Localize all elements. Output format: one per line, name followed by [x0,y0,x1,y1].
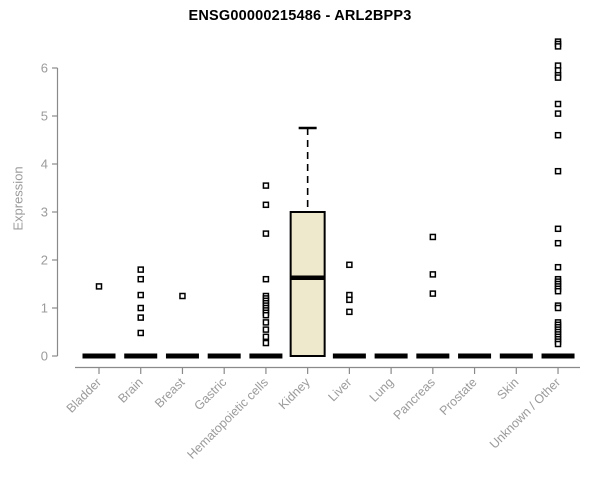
outlier-point-hematopoietic-cells [262,326,270,333]
y-tick-label-4: 4 [41,157,48,172]
chart-title: ENSG00000215486 - ARL2BPP3 [188,8,412,24]
zero-box-skin [499,353,533,359]
outlier-point-hematopoietic-cells [262,182,270,189]
y-tick-label-0: 0 [41,349,48,364]
zero-box-liver [332,353,366,359]
x-tick-label-prostate: Prostate [437,375,480,418]
x-tick-label-gastric: Gastric [191,375,229,413]
outlier-point-unknown-other [554,167,562,175]
box-kidney [289,211,326,357]
outlier-point-hematopoietic-cells [262,333,270,341]
outlier-point-unknown-other [554,131,562,139]
outlier-point-brain [137,266,144,273]
x-tick-label-skin: Skin [494,375,521,402]
y-tick-label-1: 1 [41,301,48,316]
outlier-point-unknown-other [554,110,562,117]
x-tick-label-liver: Liver [325,375,354,404]
zero-box-brain [124,353,158,359]
zero-box-pancreas [416,353,450,359]
x-tick-label-kidney: Kidney [276,375,313,412]
zero-box-breast [165,353,199,359]
x-tick-label-brain: Brain [115,375,146,406]
outlier-point-unknown-other [554,239,562,247]
zero-box-prostate [458,353,492,359]
x-tick-label-unknown-other: Unknown / Other [487,375,563,451]
y-tick-label-5: 5 [41,109,48,124]
outlier-point-liver [346,308,353,316]
outlier-point-liver [346,296,353,304]
outlier-point-breast [179,292,186,300]
outlier-point-brain [137,304,144,312]
outlier-point-pancreas [429,233,437,241]
outlier-point-brain [137,314,144,321]
zero-box-gastric [207,353,241,359]
y-tick-label-3: 3 [41,205,48,220]
outlier-point-hematopoietic-cells [262,311,270,319]
outlier-point-unknown-other [554,340,562,348]
x-tick-label-breast: Breast [152,375,188,411]
zero-box-hematopoietic-cells [249,353,283,359]
x-tick-label-hematopoietic-cells: Hematopoietic cells [184,375,271,462]
outlier-point-brain [137,329,144,337]
outlier-point-unknown-other [554,225,562,233]
x-tick-label-bladder: Bladder [64,375,104,415]
y-tick-label-6: 6 [41,61,48,76]
outlier-point-liver [346,261,353,269]
outlier-point-brain [137,275,144,283]
zero-box-lung [374,353,408,359]
outlier-point-hematopoietic-cells [262,275,270,283]
outlier-point-bladder [95,283,103,290]
outlier-point-pancreas [429,290,437,297]
outlier-point-unknown-other [554,287,562,295]
x-tick-label-lung: Lung [367,375,397,405]
outlier-point-pancreas [429,271,437,278]
outlier-point-unknown-other [554,304,562,312]
zero-box-unknown-other [541,353,575,359]
outlier-point-unknown-other [554,74,562,81]
x-tick-label-pancreas: Pancreas [391,375,438,422]
outlier-point-hematopoietic-cells [262,230,270,237]
outlier-point-unknown-other [554,43,562,50]
y-tick-label-2: 2 [41,253,48,268]
zero-box-bladder [82,353,116,359]
outlier-point-unknown-other [554,100,562,108]
outlier-point-unknown-other [554,263,562,271]
outlier-point-hematopoietic-cells [262,319,270,326]
outlier-point-hematopoietic-cells [262,201,270,209]
outlier-point-hematopoietic-cells [262,339,270,347]
outlier-point-brain [137,291,144,299]
